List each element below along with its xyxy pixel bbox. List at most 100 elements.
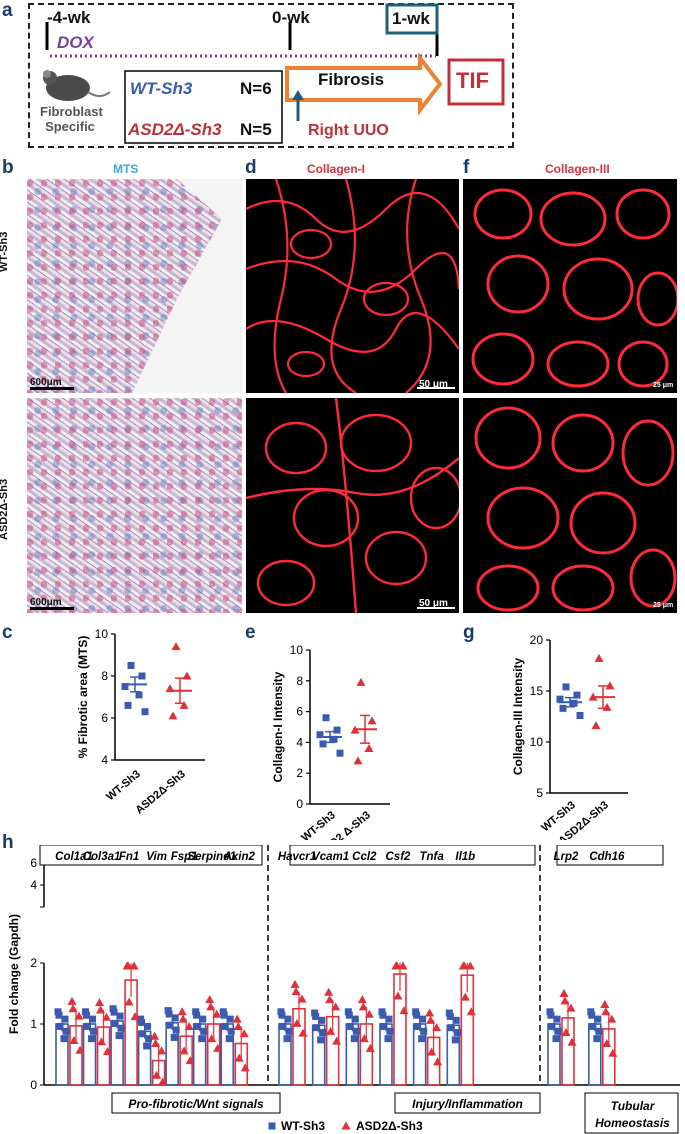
bar-data-point — [325, 995, 335, 1004]
group-label-box — [584, 1092, 679, 1134]
bar-data-point — [143, 1042, 151, 1050]
y-axis-label: % Fibrotic area (MTS) — [76, 636, 90, 759]
scalebar-col1-wt: 50 μm — [419, 379, 448, 390]
bar-data-point — [179, 1046, 189, 1055]
bar-data-point — [595, 1027, 603, 1035]
y-tick-label: 10 — [290, 643, 304, 657]
gene-label: Vcam1 — [312, 851, 349, 863]
y-tick-label: 4 — [101, 753, 108, 767]
bar-data-point — [593, 1035, 601, 1043]
panel-label-b: b — [2, 157, 14, 178]
bar-data-point — [60, 1035, 68, 1043]
gene-label: Cdh16 — [589, 851, 625, 863]
y-tick-label: 6 — [30, 856, 37, 870]
y-tick-label: 5 — [536, 786, 543, 800]
collagen1-title: Collagen-I — [307, 162, 366, 176]
bar-data-point — [220, 1011, 228, 1019]
bar-data-point — [56, 1022, 64, 1030]
data-point — [171, 642, 181, 651]
bar-data-point — [233, 1021, 243, 1030]
bar-data-point — [346, 1022, 354, 1030]
data-point — [356, 677, 366, 686]
bar-data-point — [89, 1015, 97, 1023]
bar-data-point — [68, 1004, 78, 1013]
bar-data-point — [291, 987, 301, 996]
bar-data-point — [465, 961, 475, 970]
group-label-box — [394, 1092, 541, 1114]
bar-data-point — [61, 1015, 69, 1023]
tif-label: TIF — [456, 68, 489, 93]
bar-data-point — [83, 1011, 91, 1019]
panel-label-f: f — [463, 157, 470, 178]
group-asd-n: N=5 — [240, 120, 272, 139]
gene-label: Fsp1 — [171, 851, 198, 863]
panel-label-d: d — [245, 157, 257, 178]
row-label-asd: ASD2Δ-Sh3 — [0, 478, 10, 540]
bar-data-point — [451, 1036, 459, 1044]
y-tick-label: 15 — [530, 684, 544, 698]
y-tick-label: 4 — [30, 878, 37, 892]
bar-data-point — [567, 1037, 577, 1046]
bar-data-point — [594, 1015, 602, 1023]
data-point — [605, 681, 615, 690]
bar-data-point — [332, 1036, 342, 1045]
bar-data-point — [419, 1015, 427, 1023]
bar-data-point — [103, 1046, 113, 1055]
panel-label-g: g — [463, 622, 475, 643]
timepoint-0: 0-wk — [272, 8, 310, 27]
bar-data-point — [226, 1015, 234, 1023]
collagen3-title: Collagen-III — [545, 162, 610, 176]
group-label-box — [111, 1092, 281, 1114]
data-point — [594, 653, 604, 662]
bar-data-point — [117, 1024, 125, 1032]
bar-data-point — [552, 1035, 560, 1043]
bar-data-point — [69, 1035, 79, 1044]
bar-data-point — [312, 1012, 320, 1020]
data-point — [333, 726, 341, 734]
uuo-label: Right UUO — [308, 122, 389, 139]
gene-label: Havcr1 — [278, 851, 316, 863]
bar-data-point — [145, 1035, 153, 1043]
x-tick-label: WT-Sh3 — [104, 768, 143, 803]
bar-data-point — [566, 1003, 576, 1012]
bar-data-point — [177, 1007, 187, 1016]
bar-data-point — [111, 1019, 119, 1027]
x-tick-label: ASD2Δ-Sh3 — [133, 768, 188, 816]
scalebar-mts-wt: 600μm — [30, 377, 62, 388]
bar-data-point — [588, 1011, 596, 1019]
bar-data-point — [326, 1026, 336, 1035]
collagen1-image-asd — [246, 398, 459, 613]
bar-data-point — [425, 1008, 435, 1017]
bar-data-point — [414, 1022, 422, 1030]
legend-label-wt: WT-Sh3 — [281, 1119, 325, 1133]
collagen1-network-wt — [246, 179, 459, 393]
bar-data-point — [601, 1007, 611, 1016]
bar-data-point — [393, 991, 403, 1000]
bar-data-point — [221, 1022, 229, 1030]
bar-data-point — [213, 1043, 223, 1052]
collagen3-image-asd — [463, 398, 677, 613]
gene-label: Serpine1 — [187, 851, 236, 863]
data-point — [573, 691, 581, 699]
bar-data-point — [600, 999, 610, 1008]
bar-data-point — [225, 1035, 233, 1043]
bar-data-point — [206, 1002, 216, 1011]
data-point — [135, 691, 143, 699]
y-tick-label: 1 — [30, 1017, 37, 1031]
bar-data-point — [432, 1023, 442, 1032]
x-tick-label: WT-Sh3 — [299, 809, 338, 840]
y-tick-label: 2 — [296, 766, 303, 780]
bar-data-point — [350, 1035, 358, 1043]
panel-label-e: e — [245, 622, 256, 643]
y-axis-label: Collagen-I Intensity — [271, 671, 285, 782]
bar-data-point — [459, 961, 469, 970]
bar-data-point — [67, 996, 77, 1005]
dox-label: DOX — [57, 33, 94, 52]
y-tick-label: 4 — [296, 735, 303, 749]
bar-data-point — [74, 1011, 84, 1020]
bar-data-point — [232, 1014, 242, 1023]
bar-data-point — [150, 1031, 160, 1040]
fibrosis-label: Fibrosis — [318, 70, 385, 89]
